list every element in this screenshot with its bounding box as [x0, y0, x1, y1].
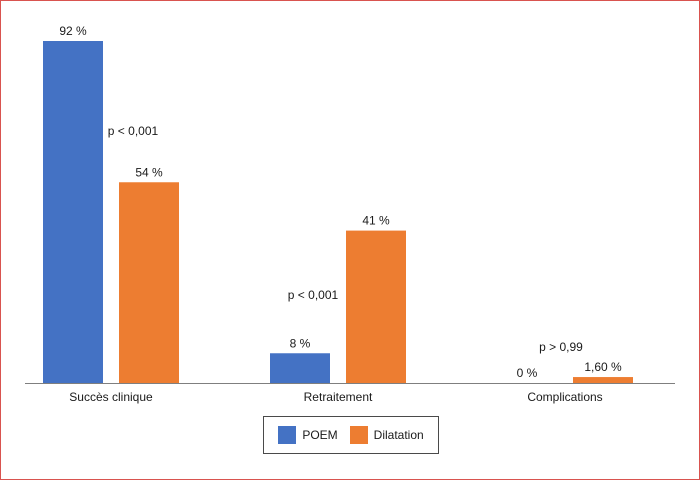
data-label-poem-2: 0 % [517, 366, 538, 380]
bar-poem-1 [270, 353, 330, 383]
data-label-poem-0: 92 % [59, 24, 87, 38]
legend: POEM Dilatation [263, 416, 439, 454]
data-label-dilatation-2: 1,60 % [584, 360, 622, 374]
data-label-poem-1: 8 % [290, 336, 311, 350]
x-tick-label-2: Complications [527, 390, 602, 404]
p-value-annotation-2: p > 0,99 [539, 340, 583, 354]
bar-dilatation-2 [573, 377, 633, 383]
legend-item-poem: POEM [278, 426, 338, 444]
bar-dilatation-0 [119, 182, 179, 383]
x-tick-label-1: Retraitement [304, 390, 373, 404]
legend-label-dilatation: Dilatation [373, 428, 424, 442]
p-value-annotation-0: p < 0,001 [108, 124, 159, 138]
x-tick-label-0: Succès clinique [69, 390, 153, 404]
legend-swatch-dilatation [349, 426, 368, 444]
legend-item-dilatation: Dilatation [349, 426, 424, 444]
legend-label-poem: POEM [302, 428, 338, 442]
data-label-dilatation-1: 41 % [362, 214, 390, 228]
p-value-annotation-1: p < 0,001 [288, 288, 339, 302]
bar-poem-0 [43, 41, 103, 383]
legend-swatch-poem [278, 426, 297, 444]
bar-dilatation-1 [346, 230, 406, 383]
data-label-dilatation-0: 54 % [135, 165, 163, 179]
